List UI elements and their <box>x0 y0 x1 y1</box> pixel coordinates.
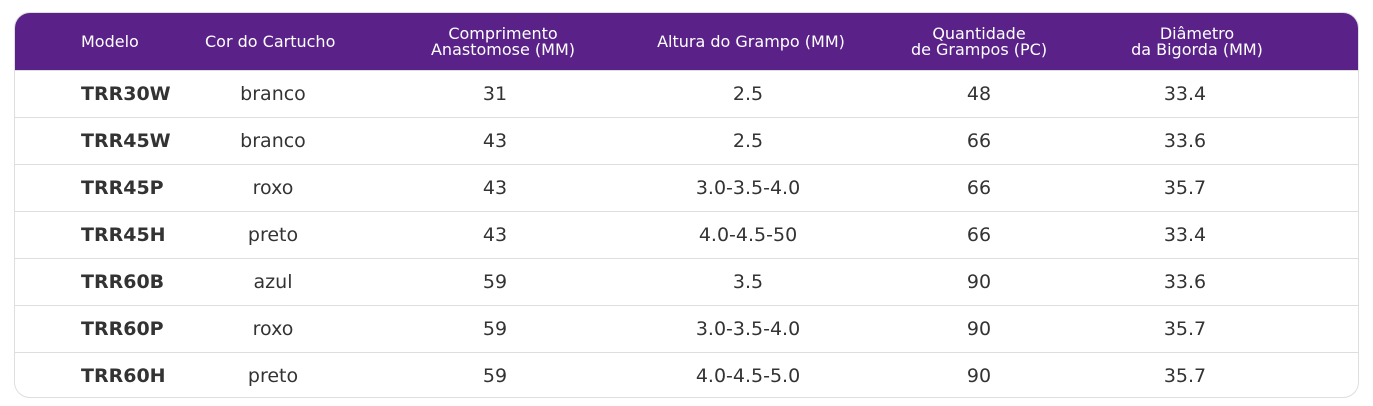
cell-comprimento: 43 <box>482 177 508 199</box>
cell-cor-do-cartucho: preto <box>247 365 299 387</box>
cell-modelo: TRR45W <box>81 130 171 152</box>
cell-altura: 4.0-4.5-50 <box>698 224 798 246</box>
cell-quantidade: 66 <box>966 224 992 246</box>
header-diametro-da-bigorda: Diâmetro da Bigorda (MM) <box>1131 23 1263 59</box>
cell-cor-do-cartucho: branco <box>240 130 306 152</box>
cell-modelo: TRR60P <box>81 318 164 340</box>
cell-altura: 2.5 <box>732 130 764 152</box>
cell-comprimento: 43 <box>482 224 508 246</box>
cell-comprimento: 59 <box>482 271 508 293</box>
cell-altura: 3.0-3.5-4.0 <box>695 177 801 199</box>
cell-cor-do-cartucho: branco <box>240 83 306 105</box>
cell-modelo: TRR30W <box>81 83 171 105</box>
cell-altura: 3.0-3.5-4.0 <box>695 318 801 340</box>
cell-comprimento: 59 <box>482 318 508 340</box>
cell-comprimento: 59 <box>482 365 508 387</box>
table-header: Modelo Cor do Cartucho Comprimento Anast… <box>15 13 1358 70</box>
table-row: TRR45W branco 43 2.5 66 33.6 <box>15 117 1358 164</box>
cell-comprimento: 43 <box>482 130 508 152</box>
header-modelo: Modelo <box>81 31 139 51</box>
cell-quantidade: 66 <box>966 177 992 199</box>
table-row: TRR60B azul 59 3.5 90 33.6 <box>15 258 1358 305</box>
header-altura-do-grampo: Altura do Grampo (MM) <box>657 31 845 51</box>
cell-diametro: 33.4 <box>1163 224 1207 246</box>
table-row: TRR45P roxo 43 3.0-3.5-4.0 66 35.7 <box>15 164 1358 211</box>
cell-diametro: 35.7 <box>1163 177 1207 199</box>
spec-table: Modelo Cor do Cartucho Comprimento Anast… <box>14 12 1359 398</box>
table-row: TRR30W branco 31 2.5 48 33.4 <box>15 70 1358 117</box>
cell-cor-do-cartucho: preto <box>247 224 299 246</box>
cell-quantidade: 90 <box>966 271 992 293</box>
cell-altura: 2.5 <box>732 83 764 105</box>
table-row: TRR45H preto 43 4.0-4.5-50 66 33.4 <box>15 211 1358 258</box>
cell-diametro: 33.6 <box>1163 130 1207 152</box>
cell-cor-do-cartucho: roxo <box>252 318 294 340</box>
cell-cor-do-cartucho: roxo <box>252 177 294 199</box>
cell-diametro: 33.4 <box>1163 83 1207 105</box>
header-comprimento-anastomose: Comprimento Anastomose (MM) <box>430 23 576 59</box>
header-cor-do-cartucho: Cor do Cartucho <box>205 31 336 51</box>
cell-modelo: TRR45H <box>81 224 166 246</box>
cell-quantidade: 90 <box>966 365 992 387</box>
cell-comprimento: 31 <box>482 83 508 105</box>
cell-cor-do-cartucho: azul <box>253 271 293 293</box>
cell-quantidade: 66 <box>966 130 992 152</box>
cell-altura: 4.0-4.5-5.0 <box>695 365 801 387</box>
header-quantidade-de-grampos: Quantidade de Grampos (PC) <box>910 23 1048 59</box>
cell-diametro: 33.6 <box>1163 271 1207 293</box>
cell-diametro: 35.7 <box>1163 365 1207 387</box>
cell-modelo: TRR60B <box>81 271 165 293</box>
cell-modelo: TRR45P <box>81 177 164 199</box>
table-row: TRR60P roxo 59 3.0-3.5-4.0 90 35.7 <box>15 305 1358 352</box>
table-row: TRR60H preto 59 4.0-4.5-5.0 90 35.7 <box>15 352 1358 397</box>
cell-altura: 3.5 <box>732 271 764 293</box>
cell-quantidade: 48 <box>966 83 992 105</box>
cell-diametro: 35.7 <box>1163 318 1207 340</box>
cell-quantidade: 90 <box>966 318 992 340</box>
cell-modelo: TRR60H <box>81 365 166 387</box>
